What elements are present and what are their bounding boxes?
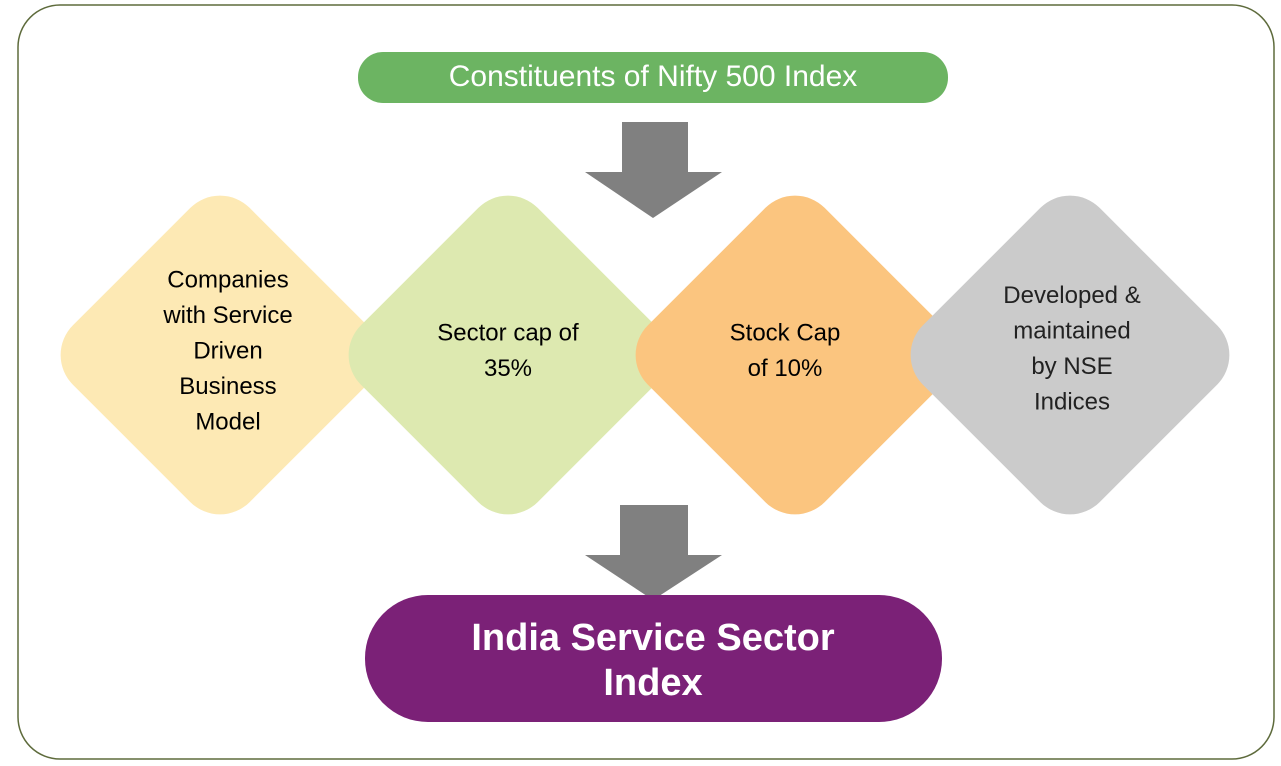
node-label: with Service <box>162 302 292 329</box>
node-label: Driven <box>193 337 262 364</box>
result-label: Index <box>603 662 702 704</box>
source-title: Constituents of Nifty 500 Index <box>449 60 858 93</box>
source-box <box>358 52 948 103</box>
node-label: 35% <box>484 355 532 382</box>
node-label: by NSE <box>1031 353 1112 380</box>
node-label: Indices <box>1034 389 1110 416</box>
node-label: Companies <box>167 266 288 293</box>
diamond <box>60 195 380 515</box>
node-label: of 10% <box>748 355 823 382</box>
arrow-down <box>585 505 722 600</box>
node-label: Business <box>179 373 276 400</box>
result-box <box>365 595 942 722</box>
diamond <box>910 195 1230 515</box>
node-texts: Companies with Service Driven Business Model… <box>162 266 1140 435</box>
node-label: Developed & <box>1003 282 1140 309</box>
result-label: India Service Sector <box>471 617 834 659</box>
diamond <box>348 195 668 515</box>
diamond <box>635 195 955 515</box>
arrow-down <box>585 122 722 218</box>
diamonds <box>60 195 1230 515</box>
node-label: maintained <box>1013 318 1130 345</box>
node-label: Stock Cap <box>730 320 841 347</box>
node-label: Model <box>195 408 260 435</box>
node-label: Sector cap of <box>437 320 579 347</box>
